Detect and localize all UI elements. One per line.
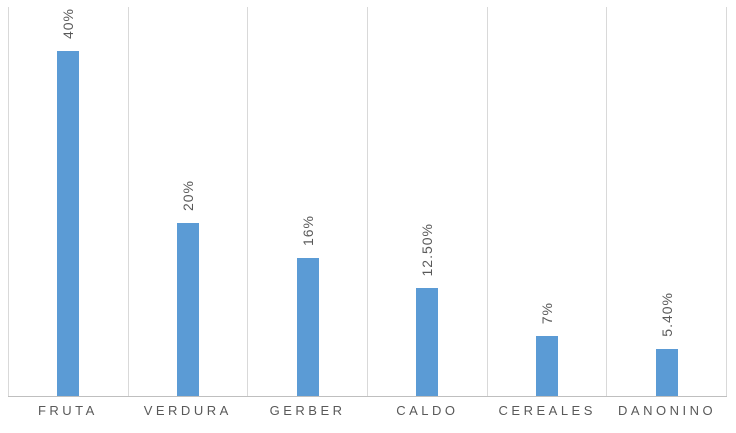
chart-column: 40% — [8, 7, 128, 396]
data-label: 20% — [180, 179, 196, 211]
bar — [655, 349, 678, 396]
plot-area: 40% 20% 16% 12.50% 7% 5.40% — [8, 7, 728, 397]
bar — [416, 288, 439, 396]
category-label: CEREALES — [498, 403, 596, 418]
category-label: VERDURA — [143, 403, 232, 418]
chart-column: 5.40% — [606, 7, 728, 396]
bar — [536, 336, 559, 396]
chart-column: 7% — [486, 7, 607, 396]
chart-column: 12.50% — [367, 7, 487, 396]
category-label: FRUTA — [37, 403, 98, 418]
data-label: 16% — [299, 214, 316, 246]
category-label: CALDO — [396, 403, 459, 418]
bar — [177, 223, 199, 396]
bar — [57, 51, 80, 396]
data-label: 40% — [60, 7, 77, 39]
data-label: 12.50% — [419, 222, 436, 276]
category-label: DANONINO — [618, 403, 717, 418]
category-axis: FRUTA VERDURA GERBER CALDO CEREALES DANONINO — [8, 403, 727, 418]
bar — [296, 258, 319, 396]
data-label: 5.40% — [658, 292, 675, 337]
category-label: GERBER — [269, 403, 346, 418]
chart-column: 20% — [127, 7, 248, 396]
data-label: 7% — [539, 301, 556, 324]
chart-column: 16% — [247, 7, 367, 396]
